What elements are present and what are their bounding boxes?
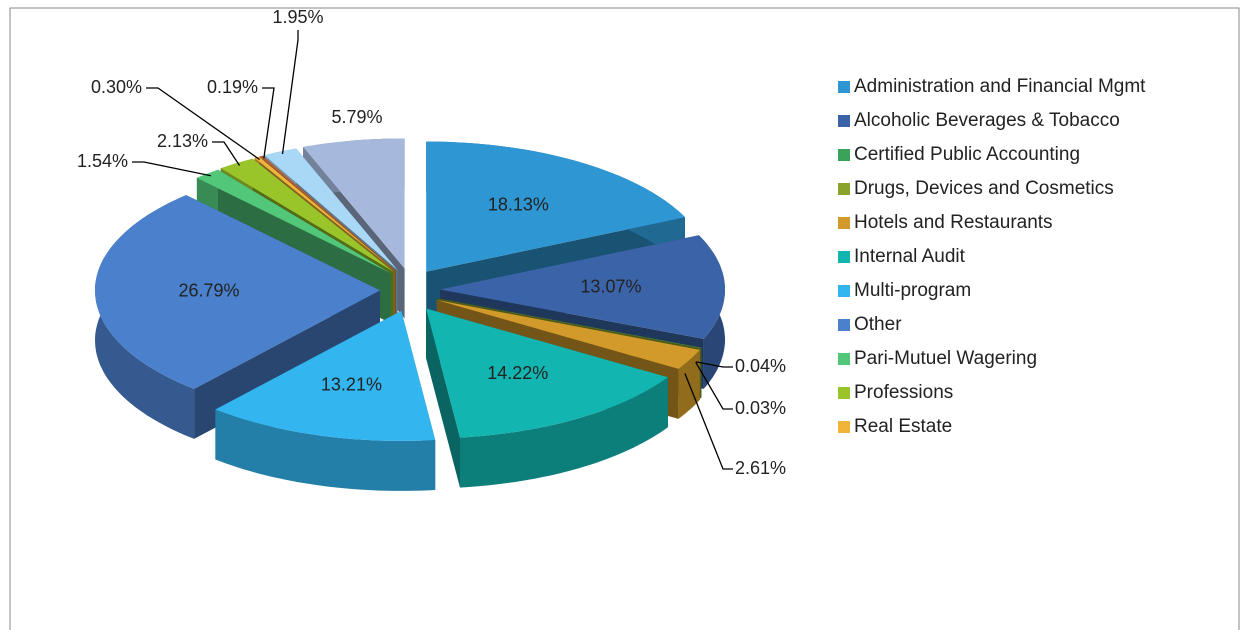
legend-label: Drugs, Devices and Cosmetics: [854, 178, 1114, 199]
legend-swatch: [838, 183, 850, 195]
data-label: 13.21%: [321, 374, 382, 394]
leader-line: [212, 141, 241, 166]
legend-label: Certified Public Accounting: [854, 144, 1080, 165]
leader-line: [695, 361, 733, 368]
slice: [95, 195, 380, 439]
slice-top: [303, 138, 405, 269]
legend-swatch: [838, 115, 850, 127]
data-label: 26.79%: [179, 281, 240, 301]
slice-wall: [215, 409, 436, 491]
slice-side: [426, 308, 460, 488]
slice: [215, 310, 436, 491]
slice-top: [426, 141, 685, 272]
legend-swatch: [838, 217, 850, 229]
legend-label: Professions: [854, 382, 953, 403]
slice-top: [220, 158, 394, 272]
slice-top: [437, 298, 702, 348]
legend-label: Administration and Financial Mgmt: [854, 76, 1146, 97]
data-label: 0.04%: [735, 356, 786, 376]
legend-swatch: [838, 149, 850, 161]
legend-label: Real Estate: [854, 416, 952, 437]
legend-swatch: [838, 353, 850, 365]
legend-swatch: [838, 251, 850, 263]
slice-top: [426, 308, 668, 438]
data-label: 18.13%: [488, 195, 549, 215]
slice-top: [196, 169, 391, 274]
chart-frame: [9, 7, 1240, 630]
leader-line: [146, 87, 260, 161]
data-label: 2.61%: [735, 458, 786, 478]
leader-line: [695, 361, 733, 410]
legend-label: Pari-Mutuel Wagering: [854, 348, 1037, 369]
slice-top: [259, 155, 396, 271]
slice-top: [440, 235, 725, 339]
legend-label: Internal Audit: [854, 246, 966, 267]
slice-wall: [460, 377, 668, 488]
slice-top: [436, 300, 700, 369]
data-label: 5.79%: [331, 107, 382, 127]
data-label: 1.54%: [77, 151, 128, 171]
legend-swatch: [838, 319, 850, 331]
slice-top: [254, 156, 396, 271]
leader-line: [684, 373, 733, 470]
leader-line: [281, 30, 299, 155]
data-label: 1.95%: [272, 7, 323, 27]
legend-label: Hotels and Restaurants: [854, 212, 1053, 233]
leader-line: [132, 161, 212, 177]
data-label: 0.03%: [735, 398, 786, 418]
legend-swatch: [838, 81, 850, 93]
data-label: 13.07%: [580, 277, 641, 297]
legend-swatch: [838, 285, 850, 297]
slice-top: [215, 310, 436, 441]
slice-top: [437, 298, 702, 349]
leader-line: [262, 87, 275, 159]
legend-label: Other: [854, 314, 902, 335]
slice-top: [95, 195, 380, 389]
data-label: 0.19%: [207, 77, 258, 97]
data-label: 0.30%: [91, 77, 142, 97]
legend-label: Multi-program: [854, 280, 971, 301]
legend-swatch: [838, 387, 850, 399]
data-label: 2.13%: [157, 131, 208, 151]
legend-label: Alcoholic Beverages & Tobacco: [854, 110, 1120, 131]
slice-top: [264, 148, 398, 271]
legend-swatch: [838, 421, 850, 433]
data-label: 14.22%: [487, 363, 548, 383]
slice: [426, 308, 668, 488]
